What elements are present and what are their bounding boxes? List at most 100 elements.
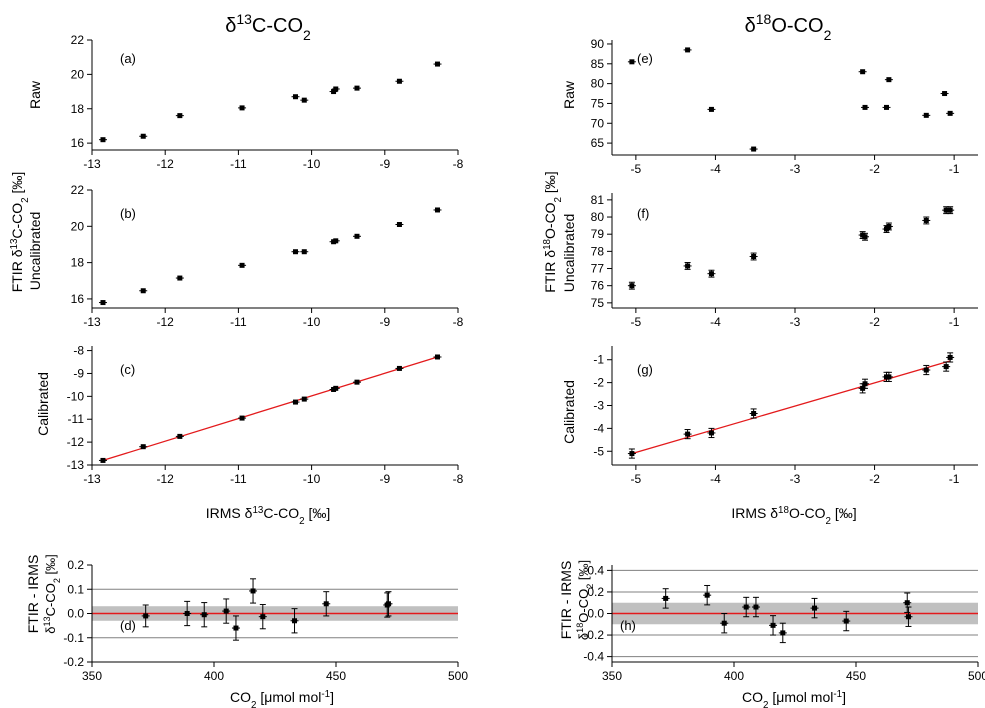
x-tick-label: -2 — [869, 162, 880, 176]
y-tick-label: -12 — [67, 435, 85, 449]
y-tick-label: -0.2 — [583, 628, 604, 642]
data-point — [708, 430, 714, 436]
y-tick-label: 20 — [71, 219, 85, 233]
data-point — [751, 146, 757, 152]
x-tick-label: -12 — [157, 472, 175, 486]
y-tick-label: 77 — [591, 262, 605, 276]
x-tick-label: 400 — [724, 669, 744, 683]
data-point — [860, 69, 866, 75]
x-tick-label: -1 — [949, 472, 960, 486]
panel-g: -5 -4 -3 -2 -1 -5 -4 -3 -2 -1 (g) — [593, 346, 978, 486]
data-point — [323, 601, 329, 607]
data-point — [396, 78, 402, 84]
data-point — [250, 588, 256, 594]
y-tick-label: 80 — [591, 77, 605, 91]
y-tick-label: -13 — [67, 458, 85, 472]
x-tick-label: -12 — [157, 315, 175, 329]
x-tick-label: -12 — [157, 157, 175, 171]
data-point — [923, 112, 929, 118]
y-tick-label: 18 — [71, 256, 85, 270]
x-tick-label: -2 — [869, 472, 880, 486]
x-tick-label: -5 — [631, 472, 642, 486]
xlabel-co2-right: CO2 [μmol mol-1] — [742, 689, 846, 708]
data-point — [143, 613, 149, 619]
data-point — [260, 614, 266, 620]
x-tick-label: -13 — [83, 157, 101, 171]
data-point — [843, 618, 849, 624]
x-tick-label: -2 — [869, 315, 880, 329]
row-label-ftir-irms-left: FTIR - IRMS — [25, 555, 41, 634]
data-point — [333, 385, 339, 391]
data-point — [292, 249, 298, 255]
data-point — [100, 300, 106, 306]
data-point — [177, 433, 183, 439]
x-tick-label: -9 — [379, 315, 390, 329]
x-tick-label: -5 — [631, 315, 642, 329]
y-tick-label: 75 — [591, 296, 605, 310]
xlabel-irms-18o: IRMS δ18O-CO2 [‰] — [731, 505, 856, 527]
panel-f: -5 -4 -3 -2 -1 75 76 77 78 79 80 81 (f) — [591, 193, 978, 329]
y-tick-label: 0.2 — [587, 585, 604, 599]
row-label-uncalibrated-right: Uncalibrated — [561, 214, 577, 293]
data-point — [753, 604, 759, 610]
panel-a: -13 -12 -11 -10 -9 -8 16 18 20 22 (a) — [71, 33, 464, 171]
data-point — [140, 133, 146, 139]
data-point — [708, 106, 714, 112]
y-tick-label: 81 — [591, 193, 605, 207]
x-tick-label: 350 — [602, 669, 622, 683]
x-tick-label: -4 — [710, 315, 721, 329]
y-tick-label: 18 — [71, 102, 85, 116]
y-tick-label: -3 — [593, 399, 604, 413]
row-label-raw-right: Raw — [561, 80, 577, 109]
data-point — [685, 47, 691, 53]
data-point — [884, 226, 889, 232]
x-tick-label: -3 — [790, 315, 801, 329]
y-tick-label: -0.4 — [583, 650, 604, 664]
y-tick-label: 85 — [591, 57, 605, 71]
data-point — [947, 354, 953, 360]
column-title-18o: δ18O-CO2 — [745, 11, 832, 43]
data-point — [435, 354, 441, 360]
panel-label: (g) — [637, 362, 653, 377]
x-tick-label: -9 — [379, 472, 390, 486]
data-point — [629, 283, 635, 289]
y-tick-label: -4 — [593, 421, 604, 435]
y-tick-label: 79 — [591, 227, 605, 241]
data-point — [292, 618, 298, 624]
row-label-calibrated-right: Calibrated — [561, 380, 577, 444]
data-point — [886, 374, 892, 380]
data-point — [905, 614, 911, 620]
panel-c: -13 -12 -11 -10 -9 -8 -13 -12 -11 -10 -9 -8 (c) — [67, 344, 464, 486]
data-point — [100, 457, 106, 463]
y-tick-label: -9 — [73, 366, 84, 380]
data-point — [886, 77, 892, 83]
x-tick-label: -13 — [83, 472, 101, 486]
y-tick-label: 70 — [591, 116, 605, 130]
data-point — [884, 104, 889, 110]
x-tick-label: -11 — [230, 315, 247, 329]
x-tick-label: 400 — [204, 669, 224, 683]
data-point — [292, 94, 298, 100]
x-tick-label: -4 — [710, 162, 721, 176]
data-point — [780, 630, 786, 636]
x-tick-label: 500 — [448, 669, 468, 683]
y-tick-label: 75 — [591, 96, 605, 110]
data-point — [177, 113, 183, 119]
x-tick-label: -10 — [303, 157, 321, 171]
row-label-ftir-irms-right: FTIR - IRMS — [558, 561, 574, 640]
panel-e: -5 -4 -3 -2 -1 65 70 75 80 85 90 (e) — [591, 37, 978, 176]
data-point — [721, 620, 727, 626]
y-tick-label: 16 — [71, 292, 85, 306]
x-tick-label: -10 — [303, 472, 321, 486]
column-title-13c: δ13C-CO2 — [225, 11, 311, 43]
data-point — [331, 89, 337, 95]
data-point — [333, 86, 339, 92]
x-tick-label: -3 — [790, 472, 801, 486]
xlabel-co2-left: CO2 [μmol mol-1] — [230, 689, 334, 708]
data-point — [239, 262, 245, 268]
ylabel-ftir-13c: FTIR δ13C-CO2 [‰] — [9, 172, 31, 293]
panel-b: -13 -12 -11 -10 -9 -8 16 18 20 22 (b) — [71, 183, 464, 329]
data-point — [812, 605, 818, 611]
x-tick-label: -8 — [453, 472, 464, 486]
